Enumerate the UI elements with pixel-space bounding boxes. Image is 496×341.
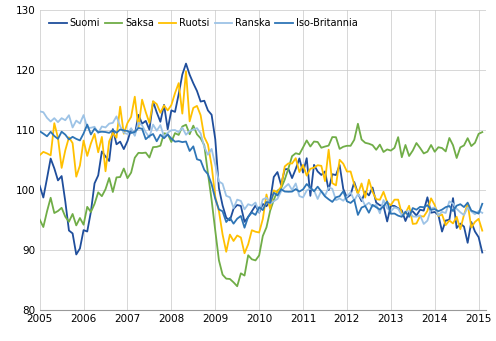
Ruotsi [454,215,460,219]
Ruotsi [37,153,43,157]
Suomi [183,62,189,66]
Ranska [37,109,43,113]
Iso-Britannia [472,210,478,214]
Saksa [139,151,145,155]
Iso-Britannia [326,197,332,201]
Saksa [472,141,478,145]
Ranska [450,202,456,206]
Saksa [180,124,186,129]
Ranska [180,125,186,130]
Suomi [73,252,79,256]
Iso-Britannia [84,122,90,127]
Line: Ruotsi: Ruotsi [40,71,482,253]
Suomi [479,250,485,254]
Ranska [468,209,474,213]
Iso-Britannia [454,204,460,208]
Ruotsi [326,148,332,152]
Ranska [421,222,427,226]
Saksa [37,218,43,222]
Ruotsi [285,161,291,165]
Saksa [454,156,460,160]
Suomi [143,119,149,123]
Suomi [326,188,332,192]
Iso-Britannia [479,202,485,206]
Suomi [186,73,192,77]
Iso-Britannia [242,226,248,230]
Ruotsi [479,228,485,233]
Ruotsi [183,69,189,73]
Saksa [479,130,485,134]
Suomi [37,184,43,188]
Ruotsi [139,98,145,102]
Legend: Suomi, Saksa, Ruotsi, Ranska, Iso-Britannia: Suomi, Saksa, Ruotsi, Ranska, Iso-Britan… [49,18,358,28]
Ranska [139,123,145,127]
Ranska [278,189,284,193]
Ranska [318,189,324,193]
Saksa [355,122,361,126]
Ruotsi [242,251,248,255]
Iso-Britannia [285,190,291,194]
Ruotsi [180,112,186,116]
Ruotsi [472,220,478,224]
Iso-Britannia [183,139,189,144]
Line: Suomi: Suomi [40,64,482,254]
Saksa [282,178,288,182]
Line: Saksa: Saksa [40,124,482,286]
Iso-Britannia [143,137,149,141]
Ranska [479,211,485,215]
Saksa [322,145,328,149]
Saksa [234,284,240,288]
Line: Iso-Britannia: Iso-Britannia [40,124,482,228]
Suomi [472,229,478,234]
Iso-Britannia [37,129,43,133]
Suomi [454,226,460,230]
Line: Ranska: Ranska [40,111,482,224]
Suomi [285,167,291,171]
